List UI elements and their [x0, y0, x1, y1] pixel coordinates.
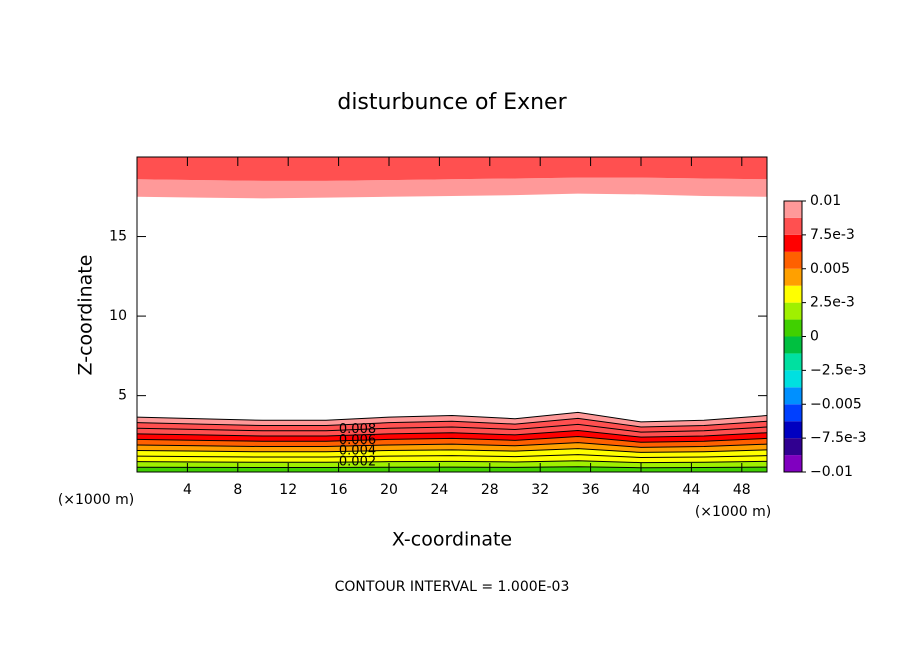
x-tick-label: 28	[481, 482, 499, 498]
x-tick-label: 32	[531, 482, 549, 498]
colorbar-band	[784, 217, 802, 235]
colorbar-tick-label: −0.01	[810, 464, 853, 480]
contour-label: 0.004	[339, 444, 376, 459]
x-axis-label: X-coordinate	[392, 529, 512, 551]
contour-line	[136, 429, 768, 438]
contour-fill	[137, 157, 767, 181]
x-tick-label: 44	[682, 482, 700, 498]
contour-line	[136, 423, 768, 433]
contour-fill	[137, 424, 767, 438]
contour-line	[136, 417, 768, 428]
x-unit-label: (×1000 m)	[58, 492, 134, 508]
colorbar-band	[784, 201, 802, 218]
x-tick-label: 36	[582, 482, 600, 498]
colorbar-tick-label: 0.005	[810, 261, 850, 277]
x-tick-label: 40	[632, 482, 650, 498]
colorbar-band	[784, 421, 802, 439]
contour-line	[136, 448, 768, 453]
x-tick-label: 4	[183, 482, 192, 498]
colorbar-band	[784, 285, 802, 303]
colorbar-tick-label: −7.5e-3	[810, 430, 867, 446]
y-tick-label: 10	[109, 308, 127, 324]
y-tick-label: 15	[109, 229, 127, 245]
contour-label: 0.008	[339, 422, 376, 437]
contour-note: CONTOUR INTERVAL = 1.000E-03	[335, 579, 570, 595]
x-tick-label: 20	[380, 482, 398, 498]
colorbar-tick-label: −2.5e-3	[810, 362, 867, 378]
contour-fill	[137, 412, 767, 427]
contour-line	[136, 460, 768, 464]
plot-frame	[136, 156, 768, 473]
colorbar-tick-label: 2.5e-3	[810, 295, 855, 311]
colorbar-band	[784, 438, 802, 456]
contour-line	[136, 436, 768, 443]
contour-line	[136, 442, 768, 448]
colorbar-band	[784, 319, 802, 337]
colorbar-band	[784, 353, 802, 371]
colorbar-band	[784, 404, 802, 422]
x-tick-label: 12	[279, 482, 297, 498]
contour-line	[136, 411, 768, 423]
contour-fill	[137, 454, 767, 463]
y-axis-label: Z-coordinate	[75, 255, 97, 376]
colorbar-tick-label: 0	[810, 329, 819, 345]
contour-line	[136, 466, 768, 469]
chart-title: disturbunce of Exner	[337, 90, 567, 115]
contour-fill	[137, 466, 767, 472]
colorbar-band	[784, 455, 802, 472]
x-tick-label: 48	[733, 482, 751, 498]
y-tick-label: 5	[118, 388, 127, 404]
colorbar-band	[784, 302, 802, 320]
x-tick-label: 24	[430, 482, 448, 498]
colorbar-band	[784, 387, 802, 405]
contour-line	[136, 454, 768, 459]
contour-fill	[137, 418, 767, 433]
colorbar-band	[784, 336, 802, 354]
colorbar-tick-label: 0.01	[810, 193, 841, 209]
colorbar-tick-label: 7.5e-3	[810, 227, 855, 243]
colorbar-tick-label: −0.005	[810, 396, 862, 412]
x-tick-label: 8	[233, 482, 242, 498]
x-tick-label: 16	[330, 482, 348, 498]
colorbar-band	[784, 251, 802, 269]
contour-fill	[137, 177, 767, 199]
colorbar-band	[784, 370, 802, 388]
colorbar-band	[784, 268, 802, 286]
colorbar-band	[784, 234, 802, 252]
x-unit-label: (×1000 m)	[695, 504, 771, 520]
contour-label: 0.006	[339, 433, 376, 448]
contour-label: 0.002	[339, 454, 376, 469]
